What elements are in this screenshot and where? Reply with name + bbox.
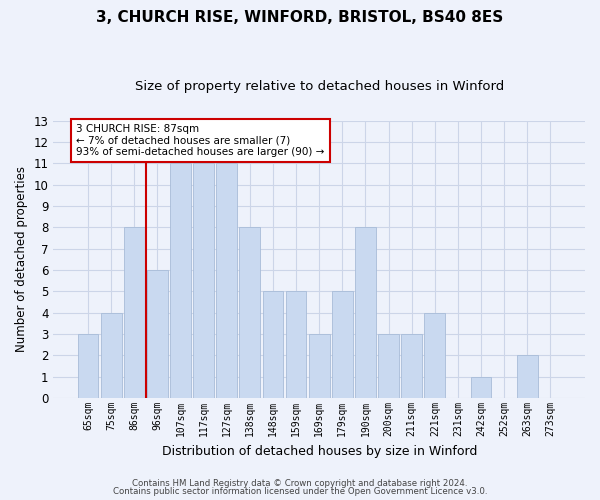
Bar	[263, 292, 283, 398]
Bar	[286, 292, 307, 398]
Bar	[77, 334, 98, 398]
Bar	[401, 334, 422, 398]
Bar	[170, 164, 191, 398]
X-axis label: Distribution of detached houses by size in Winford: Distribution of detached houses by size …	[161, 444, 477, 458]
Y-axis label: Number of detached properties: Number of detached properties	[15, 166, 28, 352]
Text: Contains HM Land Registry data © Crown copyright and database right 2024.: Contains HM Land Registry data © Crown c…	[132, 478, 468, 488]
Bar	[517, 356, 538, 398]
Bar	[355, 228, 376, 398]
Bar	[101, 312, 122, 398]
Bar	[147, 270, 168, 398]
Bar	[378, 334, 399, 398]
Bar	[193, 164, 214, 398]
Text: 3, CHURCH RISE, WINFORD, BRISTOL, BS40 8ES: 3, CHURCH RISE, WINFORD, BRISTOL, BS40 8…	[97, 10, 503, 25]
Bar	[309, 334, 329, 398]
Bar	[217, 164, 237, 398]
Title: Size of property relative to detached houses in Winford: Size of property relative to detached ho…	[134, 80, 504, 93]
Bar	[332, 292, 353, 398]
Text: Contains public sector information licensed under the Open Government Licence v3: Contains public sector information licen…	[113, 487, 487, 496]
Bar	[424, 312, 445, 398]
Bar	[239, 228, 260, 398]
Text: 3 CHURCH RISE: 87sqm
← 7% of detached houses are smaller (7)
93% of semi-detache: 3 CHURCH RISE: 87sqm ← 7% of detached ho…	[76, 124, 325, 157]
Bar	[470, 377, 491, 398]
Bar	[124, 228, 145, 398]
